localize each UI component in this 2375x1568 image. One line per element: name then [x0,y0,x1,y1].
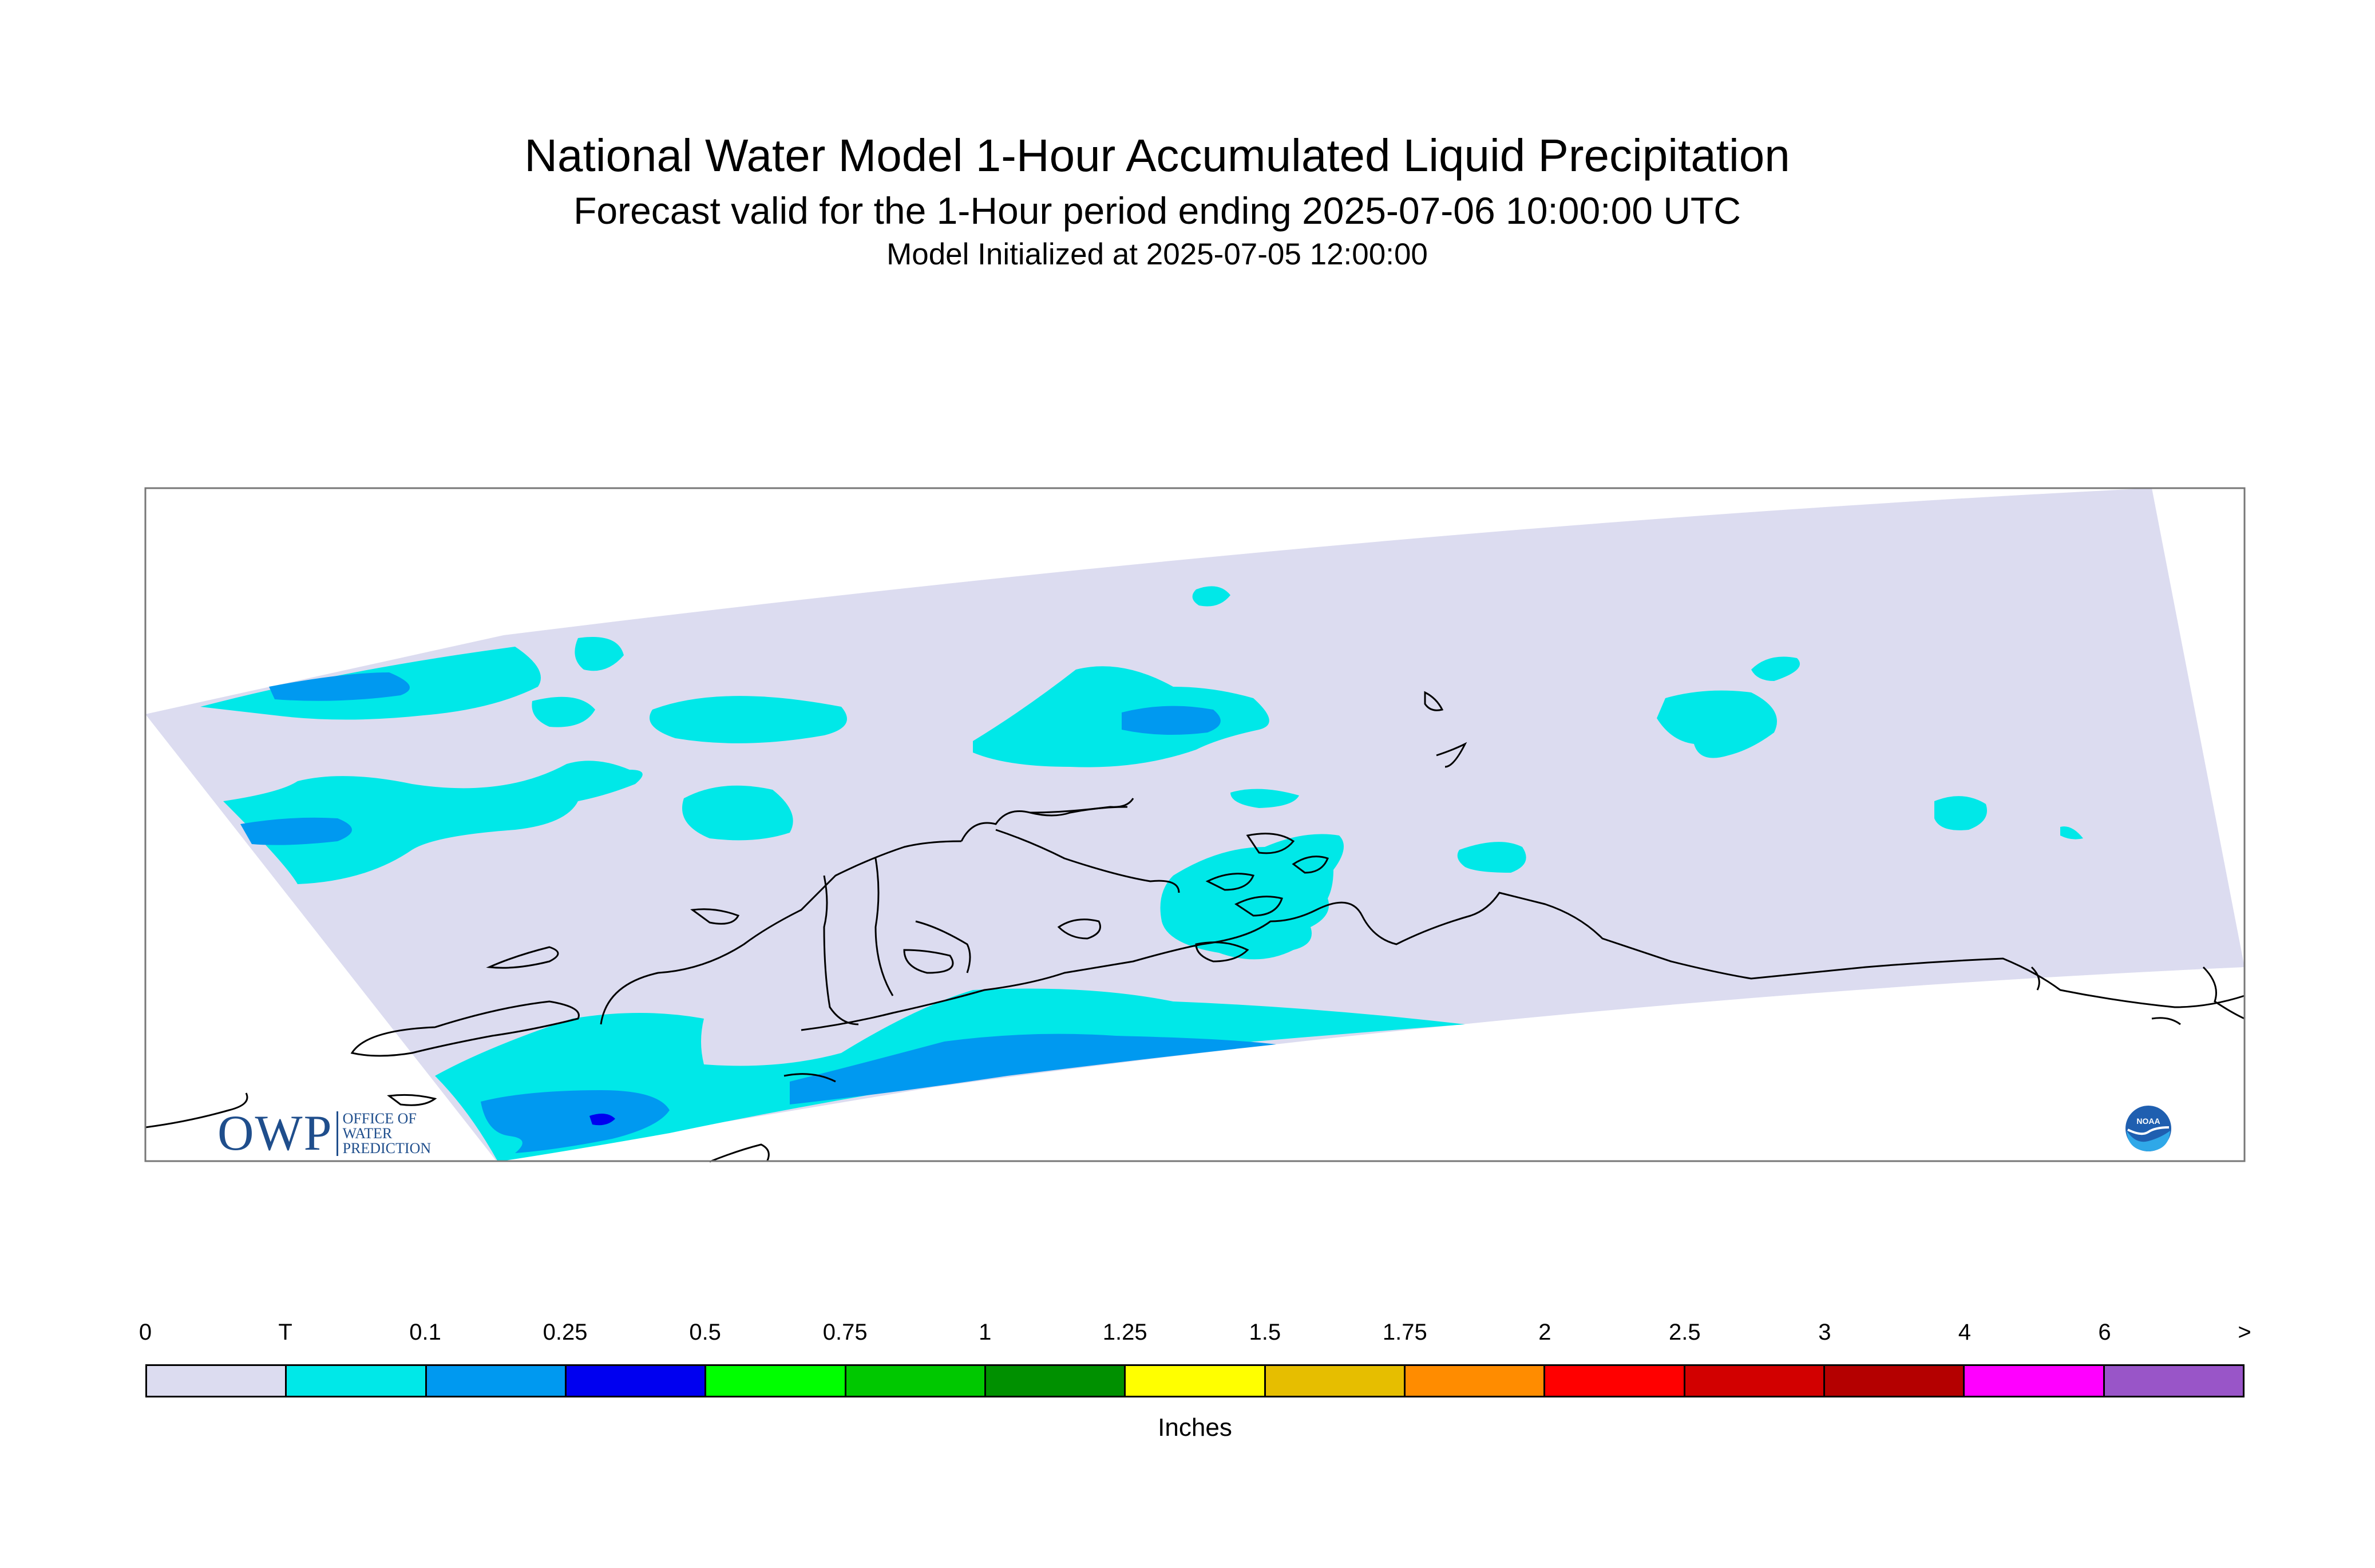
precip-light-areas [240,672,1276,1153]
legend-tick-label: 3 [1818,1320,1831,1345]
legend-swatch [147,1366,287,1396]
legend-swatch [1405,1366,1546,1396]
map-title: National Water Model 1-Hour Accumulated … [524,130,1790,181]
legend-swatch [1685,1366,1825,1396]
legend-tick-label: 4 [1958,1320,1972,1345]
legend-swatch [1824,1366,1965,1396]
legend-swatch [1126,1366,1266,1396]
legend-tick-label: 0.5 [689,1320,721,1345]
legend-colorbar [145,1364,2245,1397]
legend-tick-label: 0.25 [543,1320,588,1345]
legend-swatch [566,1366,707,1396]
legend-tick-label: 0.75 [822,1320,868,1345]
legend-swatch [706,1366,846,1396]
precip-moderate-areas [589,1114,615,1126]
owp-text-line: Water [342,1124,393,1142]
legend-swatch [1265,1366,1406,1396]
owp-text-line: Office of [342,1110,417,1127]
model-domain [145,488,2245,1160]
legend-tick-label: T [278,1320,292,1345]
legend-swatch [2104,1366,2243,1396]
legend-tick-label: 2.5 [1669,1320,1701,1345]
legend-tick-label: 0 [138,1320,152,1345]
legend-tick-label: 1.75 [1382,1320,1427,1345]
owp-logo-text: Office of Water Prediction [336,1110,432,1157]
legend-swatch [846,1366,986,1396]
legend-tick-label: 0.1 [409,1320,441,1345]
legend-swatch [287,1366,427,1396]
legend-tick-label: 6 [2098,1320,2111,1345]
map-subtitle: Forecast valid for the 1-Hour period end… [573,189,1741,232]
legend-swatch [1965,1366,2105,1396]
legend-tick-label: 1.5 [1249,1320,1281,1345]
legend-swatch [426,1366,567,1396]
legend-tick-label: > [2238,1320,2251,1345]
owp-text-line: Prediction [342,1139,432,1157]
alaska-coastline [145,691,2245,1163]
legend-swatch [1545,1366,1685,1396]
noaa-logo: NOAA [2125,1106,2171,1151]
legend-tick-label: 1.25 [1102,1320,1147,1345]
legend-tick-label: 2 [1538,1320,1551,1345]
owp-logo-mark: OWP [217,1106,333,1161]
legend-swatch [985,1366,1126,1396]
noaa-logo-text: NOAA [2136,1116,2160,1126]
map-frame [144,487,2246,1162]
legend-tick-label: 1 [979,1320,992,1345]
owp-logo: OWP Office of Water Prediction [217,1104,431,1162]
legend-units: Inches [1158,1413,1232,1442]
model-init-time: Model Initialized at 2025-07-05 12:00:00 [886,237,1428,271]
